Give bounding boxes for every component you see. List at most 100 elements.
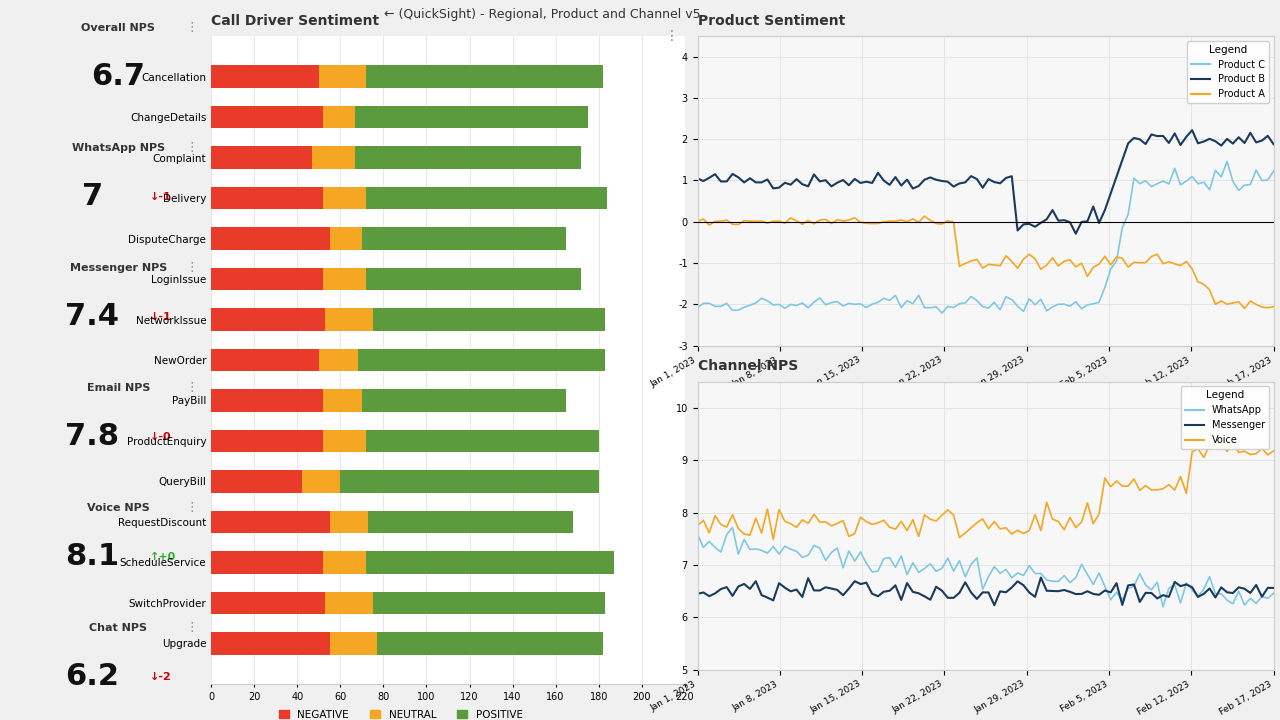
Messenger — [992, 587, 1007, 595]
Bar — [211, 470, 302, 492]
Messenger — [1231, 583, 1247, 592]
Text: ⋮: ⋮ — [186, 380, 198, 394]
Bar — [323, 390, 362, 412]
WhatsApp — [806, 541, 822, 550]
Bar — [211, 268, 323, 290]
Text: ⋮: ⋮ — [186, 20, 198, 34]
Bar — [323, 268, 366, 290]
Bar — [366, 66, 603, 88]
Bar — [356, 106, 588, 128]
Bar — [211, 510, 330, 533]
Product A — [1236, 304, 1252, 312]
Messenger — [1248, 580, 1263, 589]
Bar — [356, 146, 581, 168]
Product C — [824, 298, 840, 307]
Text: 7.8: 7.8 — [65, 423, 119, 451]
Product A — [916, 212, 932, 220]
Product B — [800, 182, 815, 191]
Text: Chat NPS: Chat NPS — [90, 624, 147, 634]
Voice — [1231, 448, 1247, 456]
Text: Channel NPS: Channel NPS — [698, 359, 797, 374]
Text: WhatsApp NPS: WhatsApp NPS — [72, 143, 165, 153]
Messenger — [690, 590, 705, 598]
Bar — [357, 349, 605, 371]
Bar — [330, 228, 362, 250]
Line: Product B: Product B — [698, 130, 1274, 234]
Product C — [1266, 167, 1280, 176]
WhatsApp — [1039, 576, 1055, 585]
Text: 6.7: 6.7 — [91, 63, 146, 91]
Messenger — [1044, 587, 1060, 595]
WhatsApp — [829, 544, 845, 552]
Text: Overall NPS: Overall NPS — [82, 24, 155, 33]
WhatsApp — [1156, 603, 1171, 611]
Line: Messenger: Messenger — [698, 577, 1274, 606]
Bar — [211, 146, 312, 168]
Product C — [1248, 166, 1263, 174]
Text: ⋮: ⋮ — [186, 261, 198, 274]
Bar — [330, 510, 369, 533]
Product C — [690, 303, 705, 312]
Text: 8.1: 8.1 — [65, 542, 119, 572]
Bar — [211, 592, 325, 614]
Text: 7.4: 7.4 — [65, 302, 119, 331]
Line: Product C: Product C — [698, 161, 1274, 313]
Text: Messenger NPS: Messenger NPS — [70, 264, 166, 274]
Text: ↓-1: ↓-1 — [150, 192, 172, 202]
Text: ⋮: ⋮ — [186, 140, 198, 153]
WhatsApp — [1248, 599, 1263, 608]
Bar — [211, 632, 330, 654]
Text: ↓-2: ↓-2 — [150, 672, 172, 682]
Product A — [1266, 302, 1280, 311]
Product A — [1248, 300, 1263, 309]
Voice — [829, 519, 845, 528]
Bar — [366, 268, 581, 290]
Bar — [211, 430, 323, 452]
Product A — [1039, 261, 1055, 269]
Messenger — [1033, 573, 1048, 582]
Voice — [1225, 438, 1240, 446]
Bar — [323, 187, 366, 210]
Bar — [325, 592, 372, 614]
Bar — [372, 592, 605, 614]
Bar — [302, 470, 340, 492]
Bar — [323, 552, 366, 574]
Product B — [1248, 138, 1263, 147]
WhatsApp — [690, 530, 705, 539]
Voice — [1266, 446, 1280, 455]
Line: WhatsApp: WhatsApp — [698, 528, 1274, 607]
Product B — [1231, 133, 1247, 142]
Bar — [330, 632, 378, 654]
Product C — [934, 309, 950, 318]
Voice — [806, 510, 822, 518]
Product B — [987, 178, 1002, 186]
Bar — [211, 106, 323, 128]
Product C — [992, 305, 1007, 314]
Bar — [340, 470, 599, 492]
Product C — [800, 303, 815, 312]
Product A — [690, 217, 705, 225]
Product C — [1231, 186, 1247, 194]
Legend: WhatsApp, Messenger, Voice: WhatsApp, Messenger, Voice — [1180, 387, 1268, 449]
Bar — [372, 308, 605, 330]
Voice — [992, 525, 1007, 534]
Voice — [1248, 449, 1263, 458]
Bar — [319, 66, 366, 88]
Text: ⋮: ⋮ — [664, 29, 678, 42]
Bar — [362, 390, 566, 412]
Messenger — [800, 574, 815, 582]
Legend: NEGATIVE, NEUTRAL, POSITIVE: NEGATIVE, NEUTRAL, POSITIVE — [274, 706, 527, 720]
Bar — [211, 187, 323, 210]
Messenger — [824, 584, 840, 593]
Text: Voice NPS: Voice NPS — [87, 503, 150, 513]
Messenger — [1266, 584, 1280, 593]
Bar — [325, 308, 372, 330]
Text: ↑+0: ↑+0 — [150, 552, 175, 562]
Product A — [800, 216, 815, 225]
X-axis label: Date: Date — [973, 398, 998, 408]
Product B — [1068, 230, 1083, 238]
Product B — [1266, 140, 1280, 148]
Bar — [366, 187, 607, 210]
Product B — [690, 174, 705, 183]
Product A — [1225, 299, 1240, 307]
